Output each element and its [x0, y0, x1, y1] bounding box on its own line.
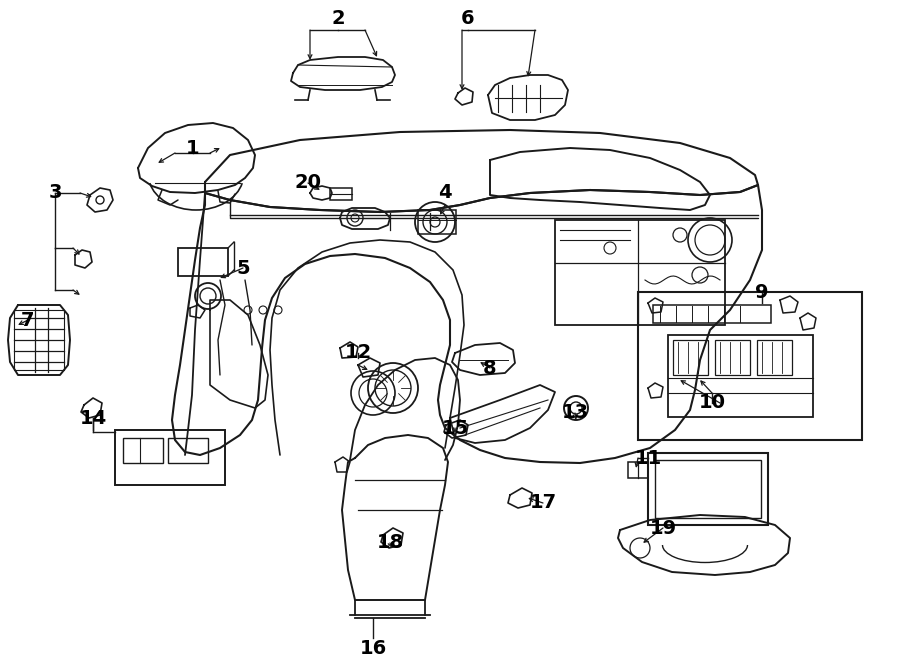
Bar: [123, 438, 163, 463]
Bar: [757, 340, 792, 375]
Bar: [668, 335, 813, 417]
Bar: [673, 340, 708, 375]
Text: 5: 5: [236, 258, 250, 278]
Text: 4: 4: [438, 184, 452, 202]
Bar: [628, 462, 648, 478]
Text: 11: 11: [634, 449, 662, 467]
Bar: [715, 340, 750, 375]
Text: 14: 14: [79, 408, 106, 428]
Bar: [168, 438, 208, 463]
Text: 6: 6: [461, 9, 475, 28]
Text: 15: 15: [441, 418, 469, 438]
Bar: [653, 305, 771, 323]
Text: 16: 16: [359, 639, 387, 658]
Text: 7: 7: [22, 311, 35, 329]
Text: 8: 8: [483, 358, 497, 377]
Text: 17: 17: [529, 494, 556, 512]
Text: 1: 1: [186, 139, 200, 157]
Text: 20: 20: [294, 173, 321, 192]
Text: 13: 13: [562, 403, 589, 422]
Bar: [178, 248, 228, 276]
Bar: [115, 430, 225, 485]
Bar: [555, 220, 725, 325]
Text: 9: 9: [755, 284, 769, 303]
Text: 12: 12: [345, 344, 372, 362]
Bar: [648, 453, 768, 525]
Text: 10: 10: [698, 393, 725, 412]
Text: 2: 2: [331, 9, 345, 28]
Bar: [418, 210, 456, 234]
Bar: [655, 460, 761, 518]
Bar: [14, 310, 64, 370]
Text: 19: 19: [650, 518, 677, 537]
Bar: [330, 188, 352, 200]
Text: 18: 18: [376, 533, 403, 553]
Text: 3: 3: [49, 184, 62, 202]
Bar: [638, 292, 862, 440]
